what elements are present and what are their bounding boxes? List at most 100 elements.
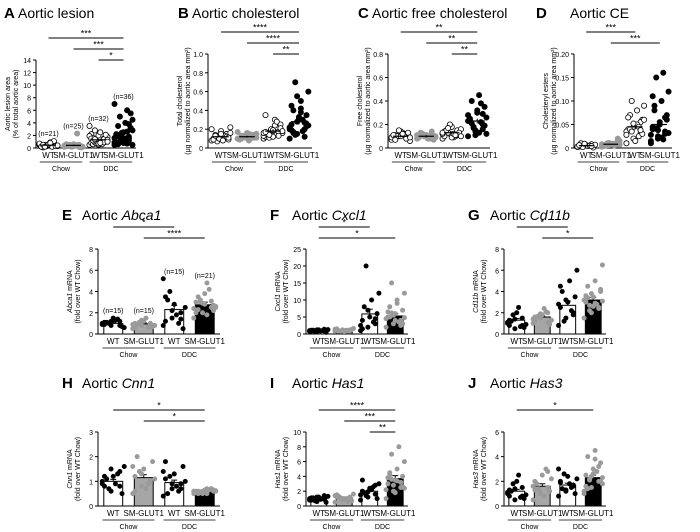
- data-point: [97, 129, 104, 136]
- y-tick-label: 10: [293, 430, 301, 437]
- data-point: [557, 480, 563, 486]
- y-tick-label: 0.20: [555, 52, 569, 59]
- data-point: [548, 476, 554, 482]
- data-point: [477, 100, 484, 107]
- data-point: [662, 114, 669, 121]
- data-point: [376, 290, 382, 296]
- data-point: [651, 102, 658, 109]
- data-point: [581, 488, 587, 494]
- y-tick-label: 4: [495, 290, 499, 297]
- data-point: [594, 468, 600, 474]
- data-point: [563, 297, 569, 303]
- panel-letter: G: [468, 207, 480, 224]
- data-point: [374, 311, 380, 317]
- group-label: Chow: [323, 352, 342, 359]
- data-point: [350, 491, 356, 497]
- sig-label: ***: [605, 23, 616, 33]
- data-point: [286, 135, 293, 142]
- data-point: [510, 481, 516, 487]
- data-point: [557, 283, 563, 289]
- y-tick-label: 2: [27, 133, 31, 140]
- data-point: [390, 482, 396, 488]
- group-label: Chow: [225, 166, 244, 173]
- data-point: [543, 309, 549, 315]
- y-tick-label: 12: [23, 71, 31, 78]
- data-point: [299, 128, 306, 135]
- y-tick-label: 8: [89, 247, 93, 254]
- data-point: [162, 318, 168, 324]
- data-point: [514, 478, 520, 484]
- data-point: [519, 315, 525, 321]
- data-point: [587, 477, 593, 483]
- group-label: Chow: [590, 166, 609, 173]
- data-point: [394, 466, 400, 472]
- y-tick-label: 10: [23, 83, 31, 90]
- data-point: [176, 320, 182, 326]
- data-point: [160, 322, 166, 328]
- data-point: [468, 98, 475, 105]
- x-tick-label: WT: [168, 337, 181, 346]
- y-tick-label: 0.10: [555, 99, 569, 106]
- y-tick-label: 8: [495, 247, 499, 254]
- y-axis-label: Total cholesterol: [177, 75, 184, 126]
- sig-label: *: [355, 229, 359, 239]
- y-tick-label: 0.4: [193, 108, 203, 115]
- data-point: [374, 496, 380, 502]
- x-tick-label: SM-GLUT1: [522, 509, 563, 518]
- data-point: [632, 137, 639, 144]
- y-tick-label: 0.2: [373, 123, 383, 130]
- data-point: [134, 454, 140, 460]
- data-point: [599, 298, 605, 304]
- data-point: [160, 468, 166, 474]
- group-label: Chow: [323, 524, 342, 531]
- sig-label: *: [142, 218, 146, 228]
- y-axis-label: (μg normalized to aortic area mm²): [551, 47, 558, 155]
- data-point: [162, 459, 168, 465]
- y-axis-label: Abca1 mRNA: [67, 270, 74, 314]
- sig-label: ****: [253, 23, 268, 33]
- n-label: (n=36): [113, 94, 133, 101]
- data-point: [587, 308, 593, 314]
- y-tick-label: 0: [89, 504, 93, 511]
- data-point: [385, 481, 391, 487]
- data-point: [363, 263, 369, 269]
- group-label: DDC: [375, 352, 390, 359]
- sig-label: *: [157, 401, 161, 411]
- data-point: [598, 286, 604, 292]
- y-tick-label: 2: [297, 489, 301, 496]
- data-point: [389, 451, 395, 457]
- y-tick-label: 0.8: [193, 71, 203, 78]
- data-point: [614, 135, 621, 142]
- data-point: [389, 280, 395, 286]
- data-point: [400, 321, 406, 327]
- x-tick-label: SM-GLUT1: [279, 151, 320, 160]
- data-point: [204, 312, 210, 318]
- data-point: [599, 262, 605, 268]
- data-point: [474, 107, 481, 114]
- data-point: [74, 130, 81, 137]
- data-point: [637, 127, 644, 134]
- sig-label: **: [461, 45, 469, 55]
- x-tick-label: SM-GLUT1: [591, 151, 632, 160]
- data-point: [178, 486, 184, 492]
- data-point: [570, 312, 576, 318]
- data-point: [625, 114, 632, 121]
- y-axis-label: (% of total aortic area): [13, 70, 20, 139]
- data-point: [227, 124, 234, 131]
- data-point: [401, 485, 407, 491]
- data-point: [112, 481, 118, 487]
- panel-i: I Aortic Has1 0 2 4 6 8 10 Has1 mRNA (fold over W…: [270, 375, 416, 531]
- group-label: DDC: [573, 352, 588, 359]
- data-point: [583, 472, 589, 478]
- sig-label: ****: [350, 401, 365, 411]
- data-point: [169, 481, 175, 487]
- group-label: DDC: [573, 524, 588, 531]
- data-point: [470, 125, 477, 132]
- data-point: [325, 493, 331, 499]
- data-point: [660, 69, 667, 76]
- data-point: [532, 314, 538, 320]
- data-point: [512, 326, 518, 332]
- data-point: [481, 122, 488, 129]
- y-tick-label: 0: [199, 146, 203, 153]
- data-point: [208, 126, 215, 133]
